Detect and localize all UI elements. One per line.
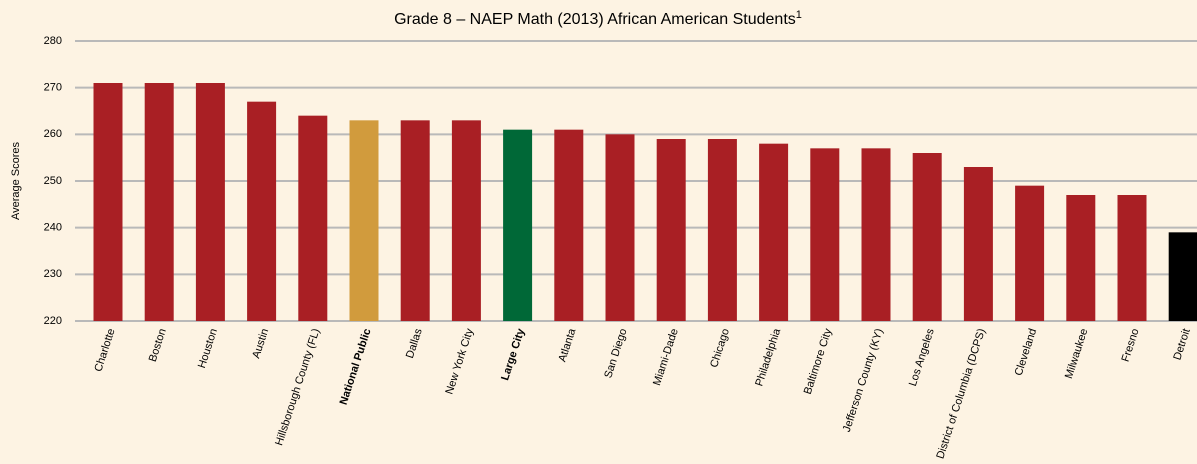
bar	[400, 120, 430, 321]
y-tick-label: 220	[44, 315, 62, 327]
bar	[656, 139, 686, 321]
chart-title: Grade 8 – NAEP Math (2013) African Ameri…	[394, 9, 802, 28]
bar	[605, 134, 635, 321]
x-tick-label: Jefferson County (KY)	[841, 327, 886, 433]
x-tick-label: San Diego	[602, 327, 629, 380]
x-tick-label: Chicago	[708, 327, 732, 369]
bar	[861, 148, 891, 321]
y-tick-label: 250	[44, 175, 62, 187]
x-tick-label: District of Columbia (DCPS)	[934, 327, 988, 460]
x-tick-label: New York City	[443, 327, 476, 396]
x-tick-label: Large City	[499, 326, 527, 382]
bar	[554, 129, 584, 321]
x-tick-label: Fresno	[1120, 327, 1142, 363]
x-tick-label: National Public	[338, 327, 374, 406]
bar	[963, 167, 993, 321]
bar	[810, 148, 840, 321]
bar	[1117, 195, 1147, 321]
bar	[349, 120, 379, 321]
x-tick-label: Boston	[147, 327, 169, 363]
bar	[1168, 232, 1197, 321]
bar	[247, 101, 277, 322]
y-tick-label: 230	[44, 268, 62, 280]
x-tick-label: Austin	[250, 327, 271, 360]
y-tick-label: 260	[44, 128, 62, 140]
y-tick-label: 280	[44, 35, 62, 47]
x-tick-label: Hillsborough County (FL)	[273, 327, 322, 447]
bar	[144, 83, 174, 321]
bar	[707, 139, 737, 321]
x-tick-label: Cleveland	[1013, 327, 1040, 377]
y-axis-label: Average Scores	[10, 141, 22, 220]
x-tick-label: Baltimore City	[802, 327, 835, 396]
bar	[503, 129, 533, 321]
x-tick-label: Philadelphia	[753, 326, 783, 388]
x-tick-label: Atlanta	[556, 326, 578, 363]
bar	[912, 153, 942, 321]
y-tick-label: 270	[44, 82, 62, 94]
x-tick-label: Los Angeles	[907, 327, 937, 388]
bar	[759, 143, 789, 321]
x-tick-label: Milwaukee	[1063, 327, 1090, 380]
y-tick-label: 240	[44, 222, 62, 234]
bar	[1015, 185, 1045, 321]
bar	[93, 83, 123, 321]
x-tick-label: Charlotte	[92, 327, 117, 373]
x-tick-label: Houston	[196, 327, 220, 370]
bar	[195, 83, 225, 321]
bar	[298, 115, 328, 322]
title-text: Grade 8 – NAEP Math (2013) African Ameri…	[394, 11, 796, 28]
title-footnote: 1	[796, 9, 802, 21]
x-tick-label: Dallas	[404, 327, 425, 360]
x-tick-label: Miami-Dade	[651, 327, 681, 387]
bar	[1066, 195, 1096, 321]
x-tick-label: Detroit	[1171, 327, 1192, 362]
bar	[451, 120, 481, 321]
